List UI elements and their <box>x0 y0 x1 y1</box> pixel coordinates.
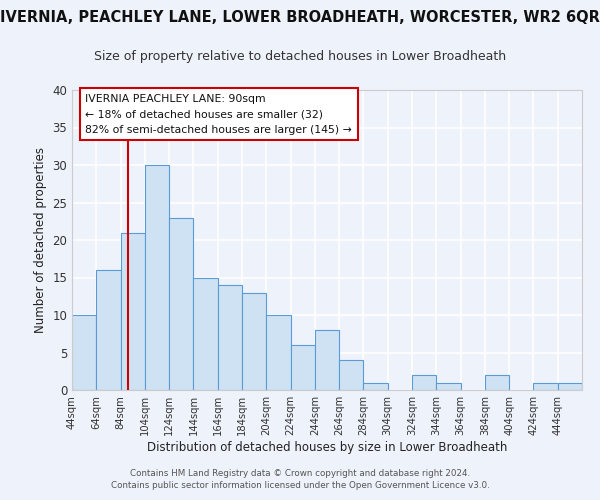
Y-axis label: Number of detached properties: Number of detached properties <box>34 147 47 333</box>
Bar <box>412 375 436 390</box>
Text: IVERNIA, PEACHLEY LANE, LOWER BROADHEATH, WORCESTER, WR2 6QR: IVERNIA, PEACHLEY LANE, LOWER BROADHEATH… <box>0 10 600 25</box>
Bar <box>218 285 242 390</box>
Bar <box>145 165 169 390</box>
Bar <box>485 375 509 390</box>
Bar <box>242 292 266 390</box>
Bar <box>339 360 364 390</box>
Bar <box>169 218 193 390</box>
Bar <box>266 315 290 390</box>
Bar <box>121 232 145 390</box>
Text: Size of property relative to detached houses in Lower Broadheath: Size of property relative to detached ho… <box>94 50 506 63</box>
Bar <box>193 278 218 390</box>
Bar <box>364 382 388 390</box>
Text: Contains HM Land Registry data © Crown copyright and database right 2024.
Contai: Contains HM Land Registry data © Crown c… <box>110 468 490 490</box>
Text: IVERNIA PEACHLEY LANE: 90sqm
← 18% of detached houses are smaller (32)
82% of se: IVERNIA PEACHLEY LANE: 90sqm ← 18% of de… <box>85 94 352 135</box>
X-axis label: Distribution of detached houses by size in Lower Broadheath: Distribution of detached houses by size … <box>147 440 507 454</box>
Bar <box>290 345 315 390</box>
Bar <box>558 382 582 390</box>
Bar <box>436 382 461 390</box>
Bar <box>533 382 558 390</box>
Bar <box>72 315 96 390</box>
Bar <box>315 330 339 390</box>
Bar <box>96 270 121 390</box>
